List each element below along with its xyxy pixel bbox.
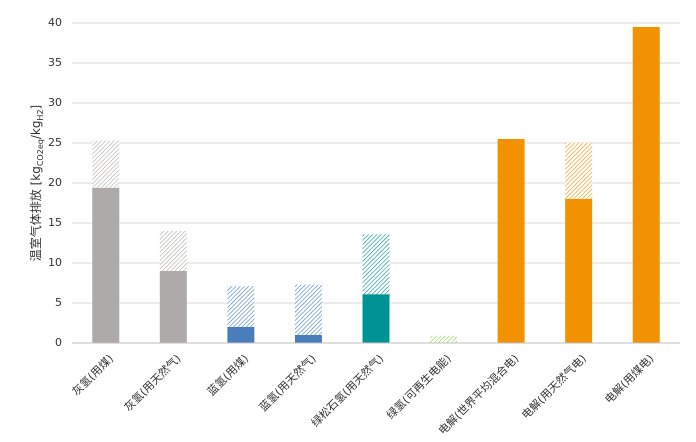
y-axis-label-part: /kg [29, 121, 43, 140]
x-tick-label: 绿氢(可再生电能) [383, 351, 453, 421]
x-tick-label: 电解(用煤电) [602, 351, 657, 406]
y-tick-label: 10 [48, 256, 62, 269]
y-axis-label-part: ] [29, 105, 43, 110]
y-tick-label: 25 [48, 136, 62, 149]
y-tick-label: 15 [48, 216, 62, 229]
y-tick-label: 35 [48, 56, 62, 69]
x-tick-label: 灰氢(用天然气) [121, 351, 184, 414]
x-tick-label: 电解(用天然气电) [518, 351, 588, 421]
y-tick-label: 5 [55, 296, 62, 309]
bar-segment [362, 294, 390, 343]
y-tick-label: 0 [55, 336, 62, 349]
y-tick-label: 30 [48, 96, 62, 109]
bar-segment [159, 231, 187, 271]
y-axis-label: 温室气体排放 [kgCO2eq/kgH2] [28, 105, 46, 261]
x-tick-label: 蓝氢(用煤) [204, 351, 251, 398]
bar-segment [227, 327, 255, 343]
bar-segment [497, 139, 525, 343]
x-tick-label: 绿松石氢(用天然气) [308, 351, 386, 429]
y-tick-label: 20 [48, 176, 62, 189]
x-tick-label: 灰氢(用煤) [69, 351, 116, 398]
bar-segment [430, 335, 458, 343]
bar-segment [294, 335, 322, 343]
y-axis-label-part: 温室气体排放 [kg [28, 166, 43, 261]
bar-segment [294, 284, 322, 335]
bar-segment [92, 187, 120, 343]
bar-segment [632, 27, 660, 343]
bar-segment [565, 143, 593, 199]
bar-segment [227, 286, 255, 327]
bar-segment [92, 140, 120, 188]
bar-segment [565, 199, 593, 343]
bar-segment [362, 234, 390, 295]
x-tick-label: 蓝氢(用天然气) [256, 351, 319, 414]
y-axis-label-part: CO2eq [36, 139, 45, 166]
bar-segment [159, 271, 187, 343]
y-tick-label: 40 [48, 16, 62, 29]
y-axis-label-part: H2 [36, 109, 45, 120]
